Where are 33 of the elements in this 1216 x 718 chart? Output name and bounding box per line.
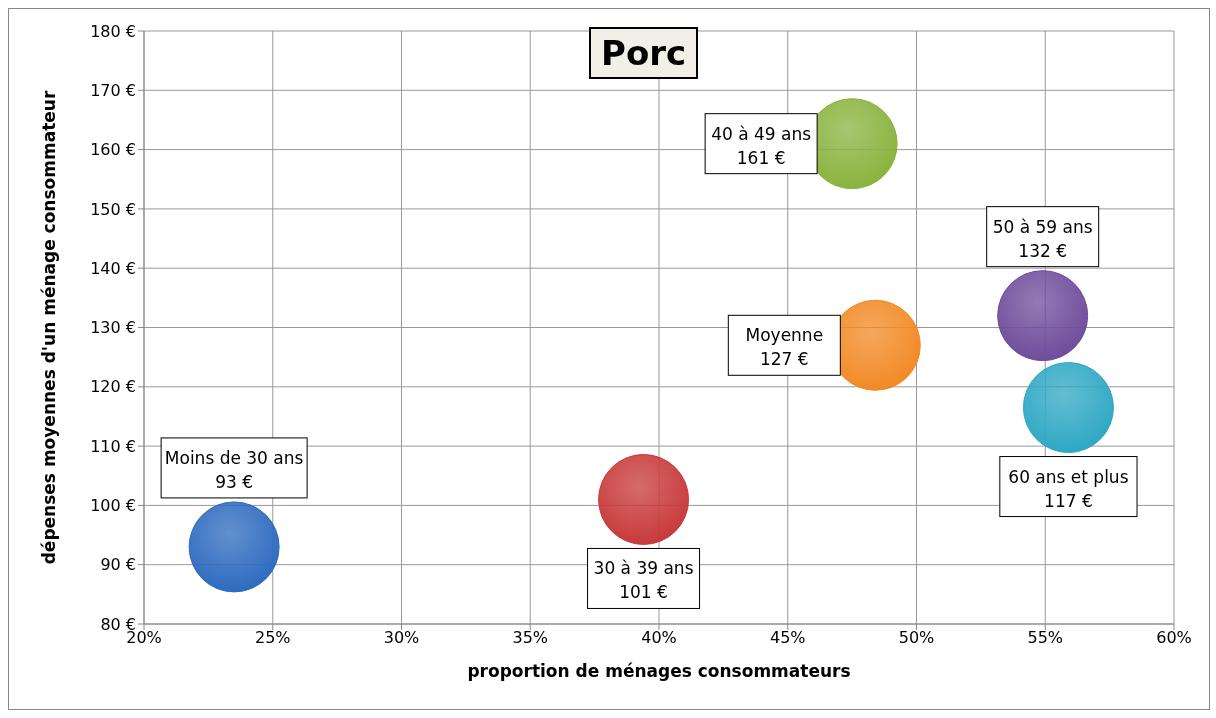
chart-title: Porc [589, 27, 699, 79]
series-label: 40 à 49 ans [711, 123, 812, 144]
x-tick-label: 40% [641, 628, 677, 648]
data-label: 117 € [1044, 490, 1093, 511]
series-label: Moyenne [745, 325, 824, 346]
y-tick-label: 90 € [100, 555, 136, 575]
x-tick-label: 25% [254, 628, 291, 648]
x-axis-title: proportion de ménages consommateurs [467, 661, 851, 681]
x-tick-label: 60% [1156, 628, 1192, 648]
x-tick-label: 35% [512, 628, 549, 648]
text: 50 à 59 ans [992, 216, 1093, 237]
x-tick-label: 50% [898, 628, 935, 648]
data-label: 161 € [736, 147, 786, 168]
series-label: 30 à 39 ans [593, 558, 694, 579]
data-label: 93 € [215, 471, 254, 492]
data-label: 127 € [759, 349, 809, 370]
text: Moins de 30 ans [164, 447, 304, 468]
x-tick-label: 55% [1027, 628, 1064, 648]
y-tick-label: 110 € [90, 436, 136, 456]
y-tick-label: 130 € [90, 318, 136, 338]
y-tick-label: 160 € [90, 140, 136, 160]
x-tick-label: 45% [769, 628, 806, 648]
data-label: 101 € [619, 582, 668, 603]
series-label: 60 ans et plus [1008, 466, 1129, 487]
data-label: 132 € [1018, 240, 1068, 261]
y-tick-label: 150 € [90, 199, 136, 219]
y-tick-label: 100 € [90, 496, 136, 516]
y-axis-title: dépenses moyennes d'un ménage consommateur [39, 90, 60, 565]
y-tick-label: 180 € [90, 21, 136, 41]
x-tick-label: 30% [383, 628, 420, 648]
y-tick-label: 170 € [90, 80, 136, 100]
y-tick-label: 120 € [90, 377, 136, 397]
y-tick-label: 140 € [90, 258, 136, 278]
